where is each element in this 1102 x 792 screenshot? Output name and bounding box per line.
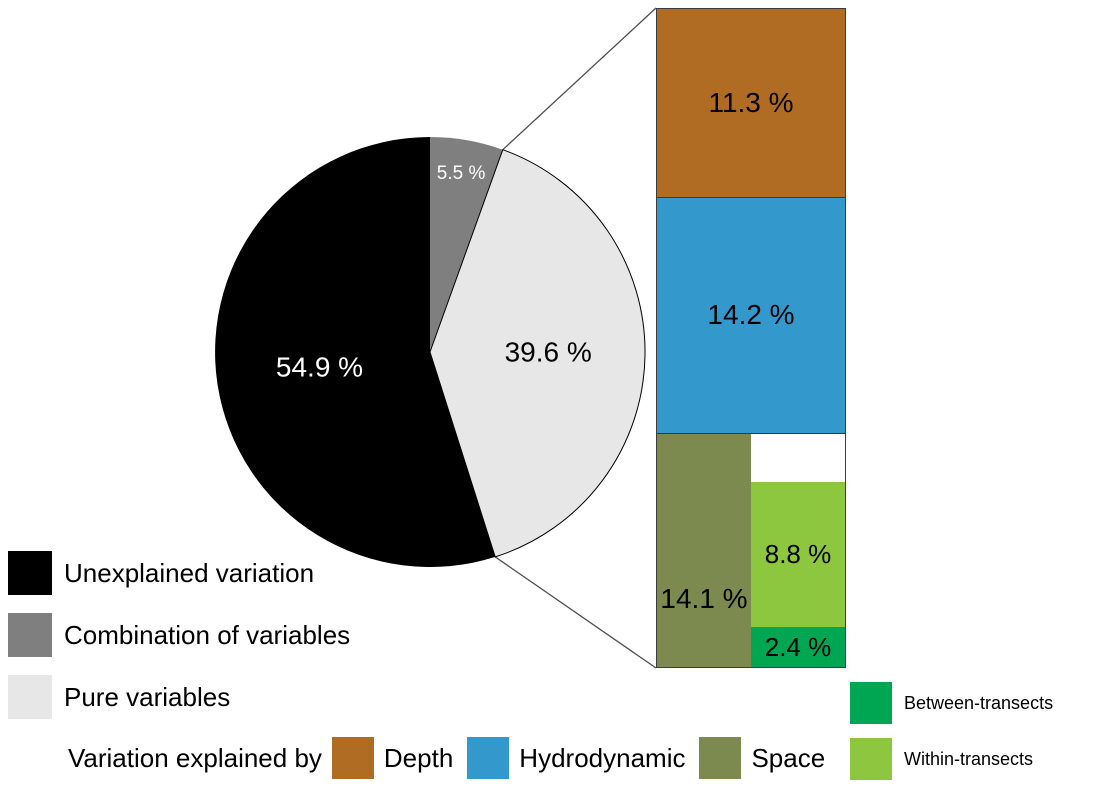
- legend-item-pure-variables: Pure variables: [8, 675, 350, 719]
- bar-value-label-depth: 11.3 %: [708, 86, 794, 118]
- pie-slice-pure-variables: [429, 149, 646, 558]
- legend-label-space: Space: [751, 742, 826, 773]
- pie-slice-combination-of-variables: [430, 137, 503, 352]
- explosion-connector-lines: [494, 7, 657, 669]
- legend-swatch-pure-variables: [8, 675, 52, 719]
- bar-sub-segment-between-transects: 2.4 %: [751, 627, 845, 667]
- bar-value-label-hydrodynamic: 14.2 %: [707, 299, 795, 331]
- bar-segment-hydrodynamic: 14.2 %: [657, 196, 845, 433]
- pie-slices: 5.5 % 39.6 % 54.9 %: [215, 137, 646, 567]
- legend-item-between-transects: Between-transects: [850, 682, 1053, 724]
- legend-label-hydrodynamic: Hydrodynamic: [519, 742, 686, 773]
- legend-swatch-unexplained-variation: [8, 551, 52, 595]
- legend-swatch-within-transects: [850, 738, 892, 780]
- bar-segment-depth: 11.3 %: [657, 9, 845, 197]
- legend-swatch-combination-of-variables: [8, 613, 52, 657]
- bar-sub-column: 8.8 % 2.4 %: [751, 433, 845, 667]
- legend-label-combination-of-variables: Combination of variables: [64, 619, 351, 650]
- legend-item-unexplained-variation: Unexplained variation: [8, 551, 350, 595]
- bar-value-label-space: 14.1 %: [660, 582, 748, 614]
- bar-sub-segment-within-transects: 8.8 %: [751, 481, 845, 628]
- legend-transects: Between-transects Within-transects: [850, 682, 1053, 780]
- legend-item-hydrodynamic: Hydrodynamic: [467, 737, 685, 779]
- legend-swatch-depth: [331, 737, 374, 779]
- legend-swatch-hydrodynamic: [467, 737, 510, 779]
- legend-label-within-transects: Within-transects: [904, 748, 1034, 769]
- legend-item-combination-of-variables: Combination of variables: [8, 613, 350, 657]
- pie-slice-unexplained-variation: [215, 137, 496, 567]
- legend-item-depth: Depth: [331, 737, 454, 779]
- legend-swatch-space: [699, 737, 742, 779]
- pie-value-label-pure-variables: 39.6 %: [505, 337, 592, 368]
- legend-label-unexplained-variation: Unexplained variation: [64, 557, 315, 588]
- pie-value-label-unexplained-variation: 54.9 %: [276, 351, 363, 382]
- connector-line: [502, 7, 657, 151]
- legend-label-depth: Depth: [383, 742, 454, 773]
- explained-by-text: Variation explained by: [68, 742, 322, 773]
- legend-swatch-between-transects: [850, 682, 892, 724]
- legend-explained-by: Variation explained by Depth Hydrodynami…: [68, 737, 839, 779]
- legend-item-within-transects: Within-transects: [850, 738, 1053, 780]
- pie-value-label-combination-of-variables: 5.5 %: [437, 163, 486, 184]
- bar-segment-space: 14.1 % 8.8 % 2.4 %: [657, 432, 845, 667]
- legend-label-pure-variables: Pure variables: [64, 681, 231, 712]
- legend-item-space: Space: [699, 737, 825, 779]
- stacked-bar: 11.3 % 14.2 % 14.1 % 8.8 % 2.4 %: [656, 8, 846, 668]
- connector-line: [494, 556, 657, 669]
- bar-sub-gap: [751, 433, 845, 482]
- legend-pie: Unexplained variation Combination of var…: [8, 551, 350, 719]
- legend-label-between-transects: Between-transects: [904, 692, 1054, 713]
